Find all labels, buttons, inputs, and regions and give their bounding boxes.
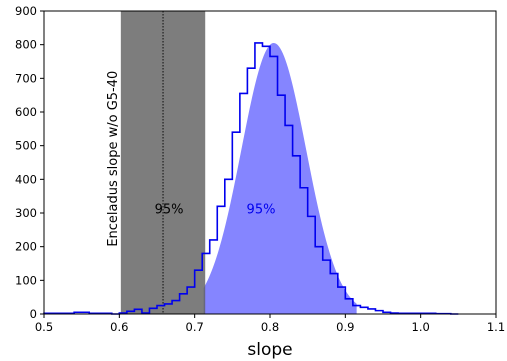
x-tick-label: 1.0 [412, 320, 430, 334]
x-axis-ticks: 0.5 0.6 0.7 0.8 0.9 1.0 1.1 [35, 314, 505, 334]
gaussian-fit-percent-label: 95% [247, 203, 276, 218]
y-tick-label: 900 [15, 4, 37, 18]
x-tick-label: 1.1 [487, 320, 505, 334]
x-axis-label: slope [247, 340, 292, 360]
y-tick-label: 700 [15, 71, 37, 85]
y-tick-label: 800 [15, 38, 37, 52]
x-tick-label: 0.8 [261, 320, 279, 334]
x-tick-label: 0.7 [186, 320, 204, 334]
reference-band-layer [120, 11, 206, 314]
y-tick-label: 0 [30, 307, 37, 321]
y-tick-label: 500 [15, 139, 37, 153]
y-tick-label: 400 [15, 172, 37, 186]
histogram-steps [43, 42, 459, 315]
histogram-layer [43, 42, 459, 315]
x-tick-label: 0.6 [110, 320, 128, 334]
reference-band-percent-label: 95% [155, 203, 184, 218]
y-tick-label: 600 [15, 105, 37, 119]
y-axis-ticks: 0 100 200 300 400 500 600 700 800 900 [15, 4, 44, 321]
x-tick-label: 0.9 [336, 320, 354, 334]
annotation-layer: 95% 95% Enceladus slope w/o G5-40 [106, 71, 276, 247]
y-tick-label: 100 [15, 273, 37, 287]
reference-band-label: Enceladus slope w/o G5-40 [106, 71, 121, 247]
x-tick-label: 0.5 [35, 320, 53, 334]
y-tick-label: 200 [15, 240, 37, 254]
y-tick-label: 300 [15, 206, 37, 220]
